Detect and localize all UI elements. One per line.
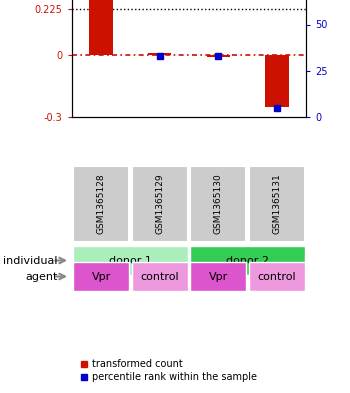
Text: donor 2: donor 2 xyxy=(226,255,269,266)
Text: Vpr: Vpr xyxy=(209,272,228,281)
Text: Vpr: Vpr xyxy=(91,272,111,281)
Text: agent: agent xyxy=(25,272,58,281)
Text: GSM1365129: GSM1365129 xyxy=(155,174,164,234)
Bar xyxy=(249,262,305,291)
Bar xyxy=(73,246,188,275)
Bar xyxy=(73,262,129,291)
Bar xyxy=(132,262,188,291)
Bar xyxy=(206,55,230,57)
Bar xyxy=(190,262,246,291)
Bar xyxy=(132,166,188,242)
Text: control: control xyxy=(140,272,179,281)
Text: individual: individual xyxy=(3,255,58,266)
Bar xyxy=(265,55,289,107)
Bar xyxy=(73,166,129,242)
Text: GSM1365130: GSM1365130 xyxy=(214,174,223,234)
Text: donor 1: donor 1 xyxy=(109,255,152,266)
Bar xyxy=(190,166,246,242)
Bar xyxy=(89,0,113,55)
Bar xyxy=(249,166,305,242)
Text: control: control xyxy=(258,272,296,281)
Text: GSM1365128: GSM1365128 xyxy=(97,174,106,234)
Bar xyxy=(190,246,305,275)
Legend: transformed count, percentile rank within the sample: transformed count, percentile rank withi… xyxy=(77,356,261,386)
Text: GSM1365131: GSM1365131 xyxy=(272,174,281,234)
Bar xyxy=(148,53,172,55)
